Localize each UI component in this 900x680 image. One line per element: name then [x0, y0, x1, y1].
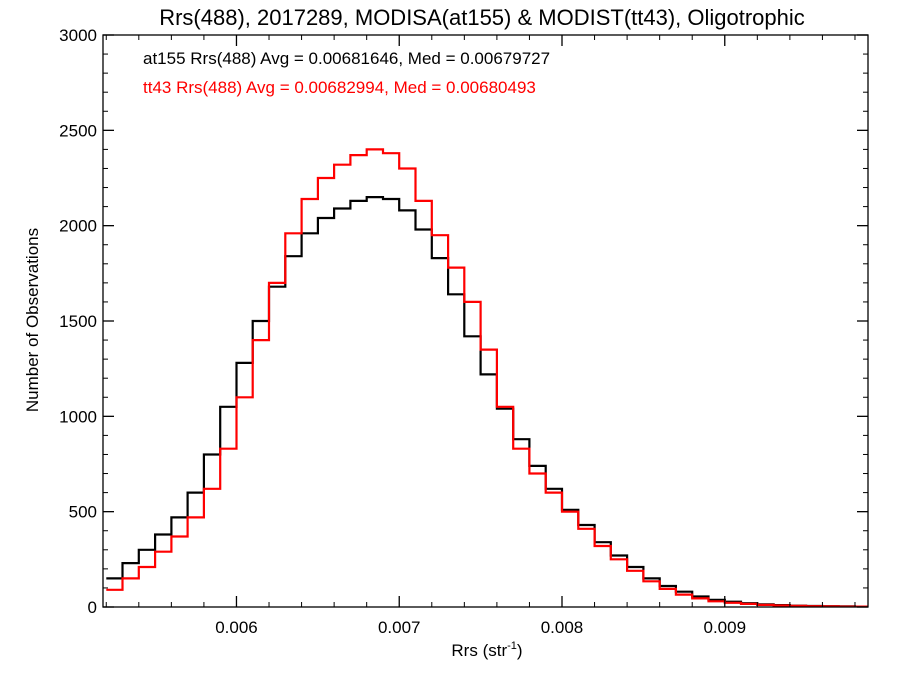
x-axis-label-text: Rrs (str — [451, 641, 507, 660]
series-line-1 — [106, 148, 868, 607]
x-tick-label: 0.009 — [703, 618, 746, 637]
x-tick-label: 0.007 — [378, 618, 421, 637]
plot-frame — [102, 34, 869, 608]
chart-title: Rrs(488), 2017289, MODISA(at155) & MODIS… — [159, 5, 805, 30]
axes-layer: 0 500 1000 1500 2000 2500 3000 0.006 0.007 0.008 0… — [59, 26, 868, 637]
legend-entry-1: tt43 Rrs(488) Avg = 0.00682994, Med = 0.… — [143, 78, 536, 97]
x-tick-label: 0.008 — [541, 618, 584, 637]
legend-entry-0: at155 Rrs(488) Avg = 0.00681646, Med = 0… — [143, 49, 550, 68]
y-tick-label: 0 — [88, 598, 97, 617]
y-tick-label: 2500 — [59, 121, 97, 140]
y-tick-label: 1000 — [59, 407, 97, 426]
y-axis-label: Number of Observations — [23, 228, 42, 412]
y-tick-label: 2000 — [59, 217, 97, 236]
x-axis-label-superscript: -1 — [507, 640, 517, 652]
y-tick-label: 1500 — [59, 312, 97, 331]
x-axis-label: Rrs (str-1) — [451, 640, 522, 660]
x-tick-label: 0.006 — [215, 618, 258, 637]
y-tick-label: 500 — [69, 503, 97, 522]
y-tick-label: 3000 — [59, 26, 97, 45]
series-line-0 — [106, 196, 868, 607]
series-layer — [106, 148, 868, 607]
legend: at155 Rrs(488) Avg = 0.00681646, Med = 0… — [143, 49, 550, 97]
x-axis-label-close: ) — [517, 641, 523, 660]
